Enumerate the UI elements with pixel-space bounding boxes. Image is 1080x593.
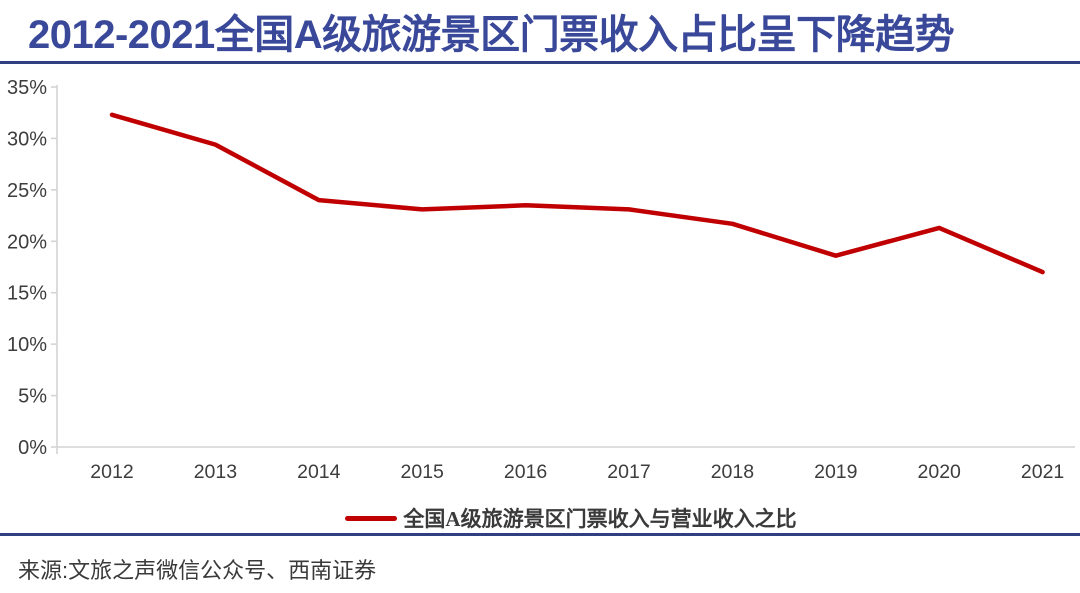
svg-text:25%: 25% xyxy=(7,180,47,202)
section-divider-rule xyxy=(0,533,1080,536)
svg-text:10%: 10% xyxy=(7,334,47,356)
svg-text:2015: 2015 xyxy=(401,461,445,483)
svg-text:2012: 2012 xyxy=(90,461,133,483)
svg-text:0%: 0% xyxy=(18,437,47,459)
svg-text:2017: 2017 xyxy=(607,461,650,483)
svg-text:5%: 5% xyxy=(18,386,47,408)
svg-text:20%: 20% xyxy=(7,231,47,253)
svg-text:30%: 30% xyxy=(7,128,47,150)
svg-text:2021: 2021 xyxy=(1021,461,1064,483)
legend-series-label: 全国A级旅游景区门票收入与营业收入之比 xyxy=(403,507,797,531)
chart-title: 2012-2021全国A级旅游景区门票收入占比呈下降趋势 xyxy=(28,13,955,57)
legend-line-swatch-icon xyxy=(345,515,398,521)
source-note: 来源:文旅之声微信公众号、西南证券 xyxy=(18,558,377,583)
svg-text:15%: 15% xyxy=(7,283,47,305)
svg-text:2014: 2014 xyxy=(297,461,341,483)
svg-text:2018: 2018 xyxy=(711,461,754,483)
chart-legend: 全国A级旅游景区门票收入与营业收入之比 xyxy=(0,505,1080,531)
svg-text:2013: 2013 xyxy=(194,461,237,483)
title-underline-rule xyxy=(0,61,1080,64)
svg-text:2016: 2016 xyxy=(504,461,547,483)
svg-text:2020: 2020 xyxy=(918,461,962,483)
svg-text:2019: 2019 xyxy=(814,461,857,483)
svg-text:35%: 35% xyxy=(7,77,47,99)
